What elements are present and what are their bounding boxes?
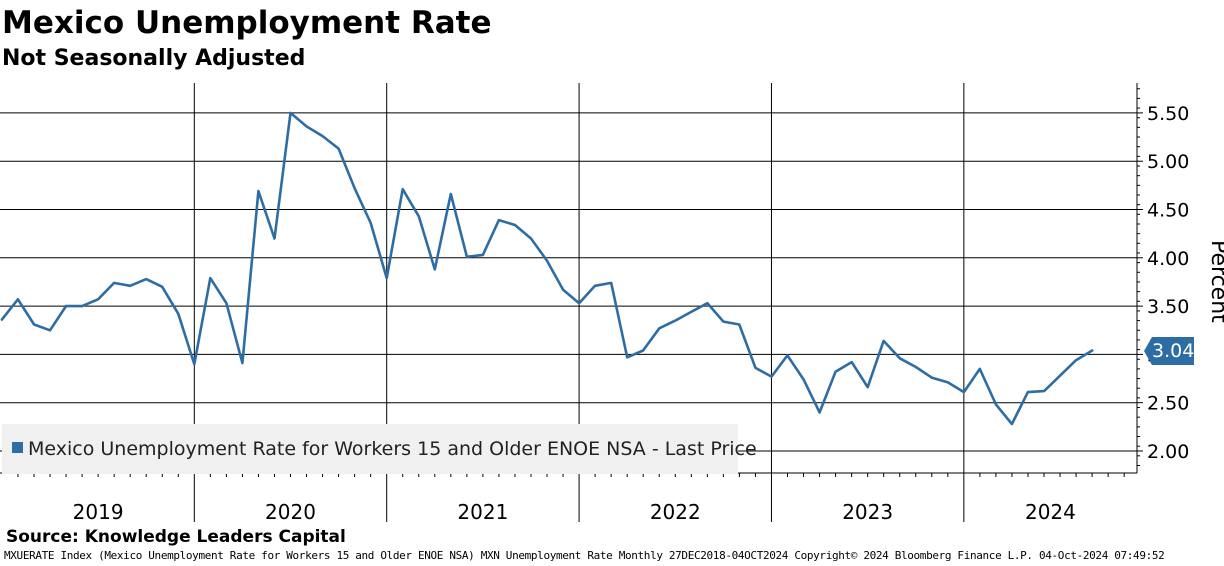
y-gridlines xyxy=(0,112,1137,452)
last-value-badge xyxy=(1144,337,1194,365)
y-tick-label: 2.50 xyxy=(1147,393,1189,415)
x-year-label: 2024 xyxy=(1025,500,1076,524)
legend-label: Mexico Unemployment Rate for Workers 15 … xyxy=(28,438,757,460)
x-year-label: 2022 xyxy=(650,500,701,524)
x-year-label: 2020 xyxy=(265,500,316,524)
y-axis: 2.002.503.003.504.004.505.005.50 xyxy=(1136,83,1189,473)
series-layer xyxy=(0,111,1094,426)
y-tick-label: 5.50 xyxy=(1147,103,1189,125)
y-tick-label: 2.00 xyxy=(1147,441,1189,463)
x-year-label: 2023 xyxy=(842,500,893,524)
last-value-label: 3.04 xyxy=(1152,340,1195,362)
y-tick-label: 4.50 xyxy=(1147,200,1189,222)
source-note: Source: Knowledge Leaders Capital xyxy=(6,527,346,547)
y-tick-label: 3.50 xyxy=(1147,296,1189,318)
series-line xyxy=(0,111,1094,426)
legend-swatch xyxy=(12,442,23,453)
x-axis: 2019 2020 2021 2022 2023 2024 xyxy=(0,472,1137,524)
bloomberg-footer: MXUERATE Index (Mexico Unemployment Rate… xyxy=(4,549,1165,562)
y-axis-label: Percent xyxy=(1206,240,1224,323)
y-tick-label: 5.00 xyxy=(1147,151,1189,173)
y-tick-label: 4.00 xyxy=(1147,248,1189,270)
chart-subtitle: Not Seasonally Adjusted xyxy=(2,46,306,71)
chart-title: Mexico Unemployment Rate xyxy=(2,5,492,41)
legend xyxy=(2,424,738,474)
x-year-label: 2021 xyxy=(457,500,508,524)
x-year-label: 2019 xyxy=(73,500,124,524)
